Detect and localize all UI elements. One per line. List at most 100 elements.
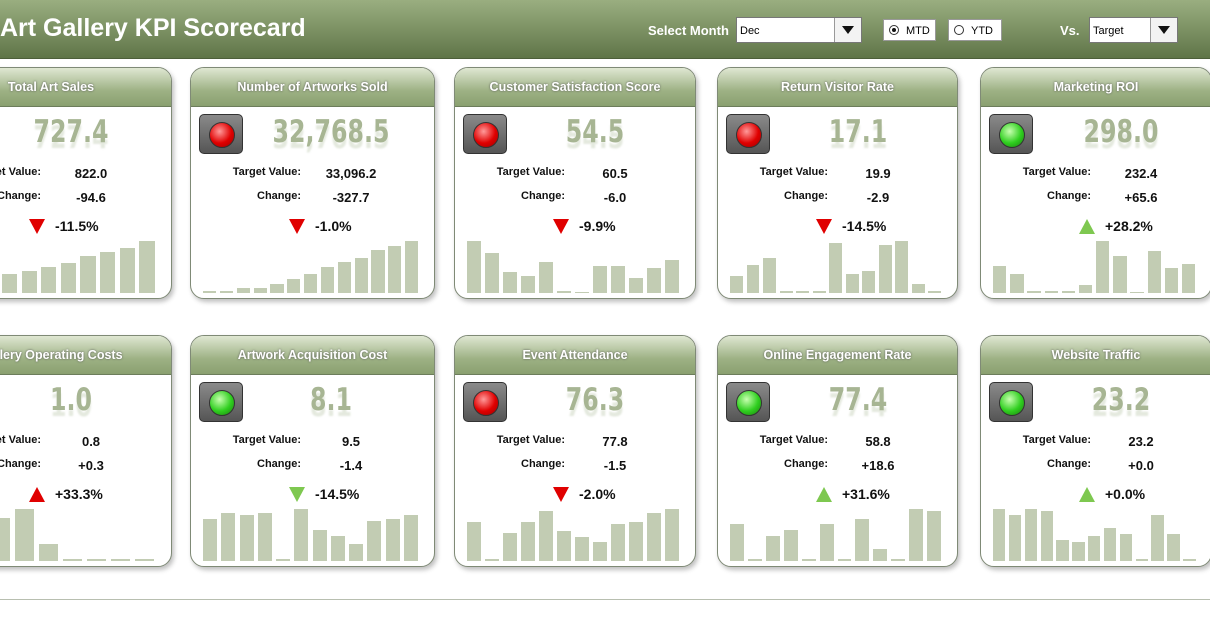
sparkline-bar: [1113, 255, 1127, 293]
sparkline-bar: [730, 275, 743, 293]
change-label: Change:: [1047, 458, 1091, 470]
sparkline-bar: [135, 558, 154, 561]
sparkline-bar: [801, 558, 816, 561]
sparkline-bar: [287, 278, 301, 293]
vs-label: Vs.: [1060, 23, 1080, 38]
status-light: [199, 382, 243, 422]
trend-arrow: [289, 487, 305, 502]
sparkline-bar: [1024, 509, 1038, 561]
trend-arrow: [29, 219, 45, 234]
kpi-card: Marketing ROI 298.0 Target Value: 232.4 Chan…: [980, 67, 1210, 299]
sparkline-bar: [575, 537, 590, 561]
sparkline-bar: [783, 529, 798, 561]
kpi-value: 727.4: [33, 114, 109, 150]
sparkline-bar: [730, 523, 744, 561]
target-value: 9.5: [341, 434, 361, 449]
dropdown-button[interactable]: [834, 18, 861, 42]
change-percent: +31.6%: [842, 486, 890, 502]
card-title: Customer Satisfaction Score: [455, 68, 695, 107]
divider: [0, 599, 1210, 600]
card-title: Event Attendance: [455, 336, 695, 375]
sparkline-bar: [1044, 290, 1058, 293]
radio-dot: [889, 25, 899, 35]
sparkline-bar: [521, 276, 536, 293]
sparkline-bar: [320, 267, 335, 293]
card-title: Gallery Operating Costs: [0, 336, 171, 375]
sparkline-bar: [539, 511, 554, 561]
sparkline-bar: [203, 290, 217, 293]
change-value: +0.3: [78, 458, 104, 473]
kpi-card: Number of Artworks Sold 32,768.5 Target Va…: [190, 67, 435, 299]
sparkline-bar: [119, 247, 136, 293]
sparkline-bar: [909, 509, 924, 561]
card-title: Artwork Acquisition Cost: [191, 336, 434, 375]
sparkline-bar: [796, 290, 810, 293]
sparkline-bar: [87, 558, 106, 561]
sparkline-bar: [80, 256, 96, 293]
sparkline-bar: [0, 517, 10, 561]
sparkline-bar: [21, 271, 37, 293]
change-percent: -9.9%: [579, 218, 616, 234]
sparkline-bar: [304, 274, 318, 293]
sparkline-bar: [503, 532, 518, 561]
kpi-card: Total Art Sales 727.4 Target Value: 822.0 Ch…: [0, 67, 172, 299]
month-dropdown[interactable]: Dec: [736, 17, 862, 43]
card-title: Number of Artworks Sold: [191, 68, 434, 107]
sparkline-bar: [405, 241, 419, 293]
change-percent: -14.5%: [842, 218, 887, 234]
month-value: Dec: [740, 25, 760, 37]
kpi-value: 1.0: [50, 382, 92, 418]
change-percent: -14.5%: [315, 486, 360, 502]
dropdown-button[interactable]: [1150, 18, 1177, 42]
status-bulb: [473, 390, 499, 416]
sparkline-bar: [873, 548, 888, 561]
sparkline-bar: [895, 241, 909, 293]
sparkline-bar: [1167, 533, 1180, 561]
card-title: Return Visitor Rate: [718, 68, 957, 107]
sparkline-bar: [557, 530, 572, 561]
target-label: Target Value:: [1022, 166, 1091, 178]
sparkline-bar: [993, 265, 1007, 293]
sparkline-bar: [403, 515, 418, 561]
trend-arrow: [816, 487, 832, 502]
sparkline-bar: [60, 262, 77, 293]
ytd-radio[interactable]: YTD: [948, 19, 1002, 41]
target-label: Target Value:: [0, 166, 41, 178]
trend-arrow: [289, 219, 305, 234]
target-label: Target Value:: [232, 166, 301, 178]
status-light: [199, 114, 243, 154]
target-label: Target Value:: [759, 166, 828, 178]
kpi-card: Return Visitor Rate 17.1 Target Value: 19.9…: [717, 67, 958, 299]
trend-arrow: [1079, 487, 1095, 502]
mtd-radio[interactable]: MTD: [883, 19, 936, 41]
sparkline-bar: [270, 283, 284, 293]
target-value: 77.8: [602, 434, 628, 449]
kpi-card: Artwork Acquisition Cost 8.1 Target Value:…: [190, 335, 435, 567]
change-percent: -2.0%: [579, 486, 616, 502]
radio-dot: [954, 25, 964, 35]
kpi-card: Website Traffic 23.2 Target Value: 23.2 Chan…: [980, 335, 1210, 567]
sparkline-bar: [746, 264, 760, 293]
sparkline-bar: [337, 262, 351, 293]
target-value: 60.5: [602, 166, 628, 181]
change-label: Change:: [257, 190, 301, 202]
status-bulb: [473, 122, 499, 148]
sparkline-bar: [485, 253, 500, 293]
sparkline-bar: [1096, 241, 1110, 293]
sparkline-bar: [467, 522, 482, 561]
sparkline-bar: [15, 509, 34, 561]
vs-dropdown[interactable]: Target: [1089, 17, 1178, 43]
sparkline-bar: [593, 541, 608, 561]
sparkline-bar: [1147, 251, 1161, 293]
sparkline-bar: [779, 290, 793, 293]
ytd-label: YTD: [971, 25, 993, 37]
mtd-label: MTD: [906, 25, 930, 37]
kpi-value: 32,768.5: [272, 114, 390, 150]
target-value: 23.2: [1128, 434, 1154, 449]
card-title: Marketing ROI: [981, 68, 1210, 107]
sparkline-bar: [611, 524, 626, 561]
sparkline-bar: [611, 265, 626, 293]
sparkline-bar: [629, 522, 644, 561]
target-value: 822.0: [74, 166, 108, 181]
trend-arrow: [1079, 219, 1095, 234]
